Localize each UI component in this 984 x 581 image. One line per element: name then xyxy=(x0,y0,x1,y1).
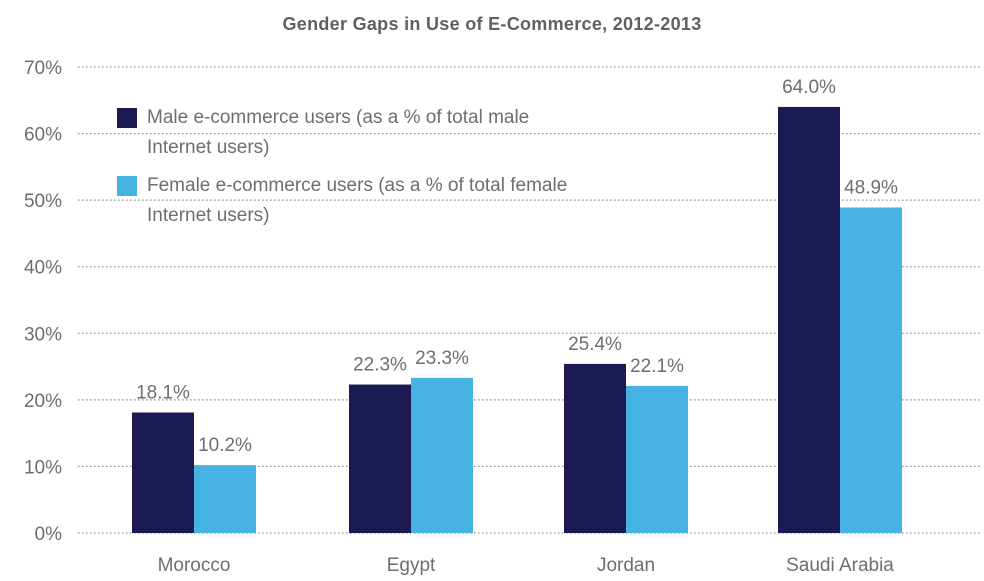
data-label-male: 18.1% xyxy=(136,383,190,404)
y-tick-label: 70% xyxy=(24,58,62,79)
legend-swatch-female xyxy=(117,176,137,196)
bar-female xyxy=(411,377,473,533)
bar-female xyxy=(194,465,256,533)
legend-label-male-line1: Male e-commerce users (as a % of total m… xyxy=(147,107,530,128)
legend-label-female-line1: Female e-commerce users (as a % of total… xyxy=(147,175,568,196)
data-label-female: 10.2% xyxy=(198,435,252,456)
legend-label-male-line2: Internet users) xyxy=(147,137,270,158)
data-label-male: 64.0% xyxy=(782,77,836,98)
bar-male xyxy=(132,412,194,533)
y-tick-label: 40% xyxy=(24,258,62,279)
y-tick-label: 30% xyxy=(24,324,62,345)
data-label-male: 25.4% xyxy=(568,334,622,355)
y-tick-label: 10% xyxy=(24,457,62,478)
bars xyxy=(132,106,902,534)
y-tick-label: 20% xyxy=(24,391,62,412)
bar-female xyxy=(626,385,688,533)
x-category-label: Saudi Arabia xyxy=(786,555,894,576)
x-axis: Morocco Egypt Jordan Saudi Arabia xyxy=(158,555,895,576)
data-label-female: 48.9% xyxy=(844,177,898,198)
legend-item-male: Male e-commerce users (as a % of total m… xyxy=(117,103,677,163)
data-label-female: 22.1% xyxy=(630,356,684,377)
legend-swatch-male xyxy=(117,108,137,128)
y-tick-label: 0% xyxy=(35,524,63,545)
bar-male xyxy=(778,106,840,533)
y-tick-label: 60% xyxy=(24,125,62,146)
data-labels: 18.1% 10.2% 22.3% 23.3% 25.4% 22.1% 64.0% 48.9% xyxy=(136,77,898,456)
data-label-female: 23.3% xyxy=(415,348,469,369)
x-category-label: Egypt xyxy=(387,555,436,576)
bar-male xyxy=(564,363,626,533)
chart-title: Gender Gaps in Use of E-Commerce, 2012-2… xyxy=(282,14,702,34)
bar-male xyxy=(349,384,411,533)
x-category-label: Morocco xyxy=(158,555,231,576)
data-label-male: 22.3% xyxy=(353,355,407,376)
y-axis: 0% 10% 20% 30% 40% 50% 60% 70% xyxy=(24,58,62,545)
legend: Male e-commerce users (as a % of total m… xyxy=(117,103,677,239)
x-category-label: Jordan xyxy=(597,555,655,576)
bar-female xyxy=(840,207,902,534)
legend-item-female: Female e-commerce users (as a % of total… xyxy=(117,171,677,231)
legend-label-female-line2: Internet users) xyxy=(147,205,270,226)
y-tick-label: 50% xyxy=(24,191,62,212)
